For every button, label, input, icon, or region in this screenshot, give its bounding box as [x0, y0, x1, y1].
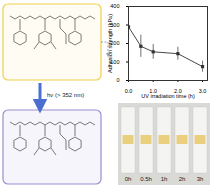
svg-text:Adhesion strength (kPa): Adhesion strength (kPa): [107, 14, 113, 73]
svg-text:0.5h: 0.5h: [140, 176, 152, 182]
svg-text:0: 0: [116, 77, 119, 83]
svg-text:3.0: 3.0: [199, 88, 207, 94]
svg-text:300: 300: [110, 21, 120, 28]
svg-text:hν (> 352 nm): hν (> 352 nm): [47, 92, 84, 98]
svg-text:100: 100: [110, 58, 120, 65]
svg-text:1h: 1h: [161, 176, 168, 182]
svg-text:1.0: 1.0: [149, 88, 157, 95]
svg-text:400: 400: [110, 3, 119, 9]
svg-text:3h: 3h: [197, 176, 204, 182]
svg-text:200: 200: [110, 40, 120, 47]
svg-text:2h: 2h: [179, 176, 186, 182]
svg-text:0.0: 0.0: [125, 88, 133, 94]
svg-text:2.0: 2.0: [174, 88, 182, 95]
svg-text:UV irradiation time (h): UV irradiation time (h): [141, 93, 195, 99]
svg-text:0h: 0h: [125, 176, 132, 182]
